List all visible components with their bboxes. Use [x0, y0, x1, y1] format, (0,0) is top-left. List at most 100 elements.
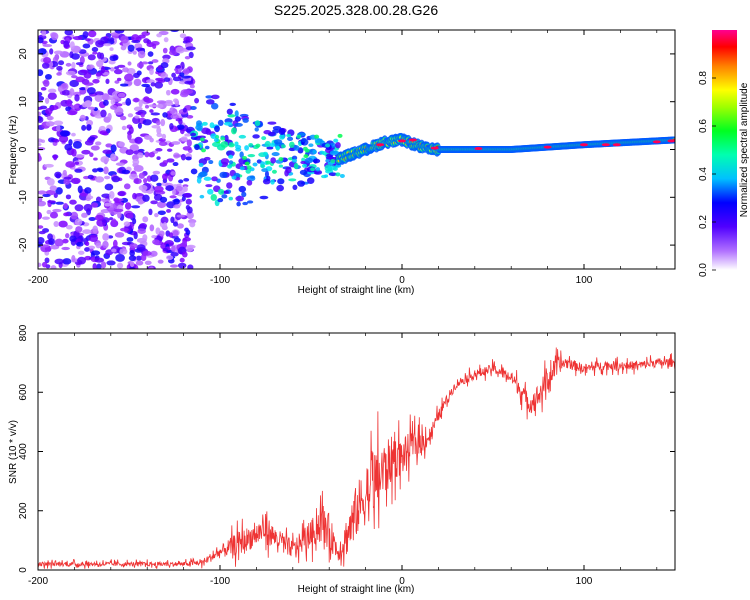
heatmap-cell: [42, 193, 51, 198]
heatmap-cell: [205, 128, 212, 135]
heatmap-cell: [41, 216, 50, 220]
heatmap-cell: [92, 51, 98, 55]
heatmap-cell: [242, 201, 249, 206]
heatmap-cell: [227, 114, 236, 118]
heatmap-cell: [137, 122, 142, 129]
heatmap-cell: [77, 250, 85, 255]
heatmap-cell: [70, 211, 79, 220]
heatmap-cell: [175, 65, 182, 69]
heatmap-cell: [94, 94, 103, 102]
heatmap-cell: [149, 137, 154, 143]
heatmap-cell: [211, 176, 218, 182]
heatmap-cell: [255, 143, 261, 148]
heatmap-cell: [82, 43, 91, 49]
heatmap-xlabel: Height of straight line (km): [298, 285, 415, 296]
heatmap-cell: [181, 240, 188, 248]
heatmap-cell: [38, 196, 43, 203]
heatmap-cell: [132, 97, 140, 103]
heatmap-cell: [103, 166, 109, 175]
heatmap-cell: [121, 125, 127, 131]
heatmap-cell: [260, 164, 266, 169]
figure-title: S225.2025.328.00.28.G26: [274, 2, 438, 18]
heatmap-cell: [40, 86, 47, 91]
heatmap-cell: [226, 150, 235, 157]
heatmap-cell: [175, 46, 185, 54]
heatmap-cell: [123, 183, 131, 190]
heatmap-cell: [117, 191, 126, 197]
heatmap-cell: [185, 156, 192, 161]
heatmap-cell: [65, 233, 70, 239]
heatmap-cell: [111, 248, 117, 253]
heatmap-cell: [173, 98, 179, 103]
heatmap-cell: [117, 210, 122, 219]
heatmap-cell: [270, 157, 277, 164]
colorbar-label: Normalized spectral amplitude: [739, 82, 750, 217]
heatmap-cell: [278, 128, 286, 136]
heatmap-cell: [297, 180, 306, 187]
heatmap-cell: [115, 162, 125, 166]
heatmap-cell: [314, 134, 320, 139]
heatmap-cell: [170, 30, 179, 33]
heatmap-cell: [169, 107, 176, 114]
heatmap-cell: [120, 115, 127, 121]
heatmap-cell: [211, 141, 221, 148]
heatmap-cell: [140, 254, 147, 262]
heatmap-cell: [62, 238, 69, 244]
heatmap-cell: [195, 124, 203, 131]
heatmap-cell: [145, 79, 155, 84]
heatmap-cell: [108, 190, 115, 199]
heatmap-cell: [324, 174, 329, 178]
heatmap-cell: [254, 120, 261, 127]
heatmap-cell: [207, 188, 214, 195]
heatmap-cell: [109, 55, 118, 62]
heatmap-cell: [87, 30, 97, 38]
heatmap-cell: [149, 224, 155, 232]
x-tick-label: -200: [28, 275, 48, 286]
heatmap-cell: [113, 197, 120, 203]
heatmap-cell: [308, 143, 314, 148]
heatmap-cell: [148, 266, 154, 269]
heatmap-cell: [219, 171, 228, 179]
heatmap-cell: [101, 93, 110, 101]
heatmap-cell: [186, 211, 194, 220]
heatmap-cell: [96, 60, 104, 68]
heatmap-cell: [69, 199, 77, 205]
heatmap-cell: [79, 87, 87, 91]
heatmap-cell: [92, 225, 99, 234]
heatmap-cell: [79, 56, 85, 65]
colorbar-tick-label: 0.6: [698, 119, 709, 133]
heatmap-cell: [100, 156, 110, 163]
heatmap-cell: [156, 182, 163, 187]
heatmap-cell: [199, 194, 205, 199]
heatmap-cell: [114, 66, 119, 70]
heatmap-cell: [53, 154, 58, 161]
heatmap-cell: [166, 255, 174, 261]
heatmap-cell: [83, 203, 93, 212]
heatmap-cell: [156, 33, 163, 38]
heatmap-cell: [133, 72, 140, 79]
heatmap-cell: [95, 242, 102, 249]
heatmap-cell: [162, 173, 168, 181]
heatmap-cell: [148, 151, 155, 158]
heatmap-cell: [204, 145, 210, 150]
heatmap-cell: [87, 106, 96, 110]
heatmap-cell: [157, 259, 164, 264]
heatmap-cell: [71, 61, 76, 70]
heatmap-cell: [41, 261, 48, 268]
heatmap-cell: [38, 153, 41, 162]
heatmap-cell: [315, 167, 321, 172]
heatmap-cell: [142, 234, 148, 242]
heatmap-cell: [173, 154, 183, 158]
heatmap-cell: [53, 220, 59, 227]
heatmap-cell: [104, 202, 112, 207]
heatmap-cell: [75, 62, 84, 66]
heatmap-cell: [189, 84, 195, 89]
heatmap-cell: [119, 248, 128, 255]
heatmap-cell: [339, 173, 345, 178]
heatmap-cell: [205, 95, 214, 99]
heatmap-cell: [102, 233, 110, 241]
heatmap-cell: [165, 185, 174, 192]
heatmap-cell: [271, 152, 280, 157]
heatmap-cell: [220, 158, 230, 165]
heatmap-cell: [246, 165, 252, 170]
